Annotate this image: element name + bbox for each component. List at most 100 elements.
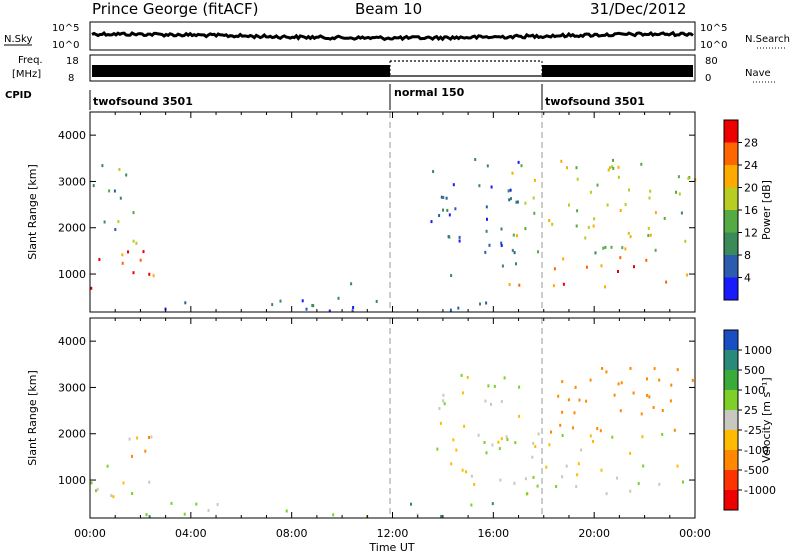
vel-data-cell-5	[648, 395, 651, 399]
power-data-cell-5	[518, 283, 521, 287]
power-data-cell-4	[458, 239, 461, 243]
power-data-cell-0	[121, 261, 124, 265]
power-cbar-ticks-label-2: 12	[744, 227, 758, 240]
power-data-cell-6	[607, 168, 610, 172]
nsky-strip-frame	[89, 21, 696, 51]
vel-data-cell-2	[332, 513, 335, 517]
power-data-cell-4	[507, 189, 510, 193]
vel-data-cell-5	[676, 368, 679, 372]
nave-top-label: 80	[705, 56, 718, 67]
power-data-cell-6	[640, 162, 643, 166]
power-data-cell-6	[594, 251, 597, 255]
vel-data-cell-4	[536, 484, 539, 488]
vel-data-cell-3	[473, 483, 476, 486]
power-data-cell-6	[575, 166, 578, 170]
freq-band-1	[92, 65, 390, 77]
power-data-cell-4	[515, 200, 518, 204]
vel-data-cell-3	[483, 441, 486, 444]
freq-top-label: 18	[66, 56, 79, 67]
power-data-cell-6	[596, 183, 599, 187]
vel-data-cell-4	[555, 485, 558, 488]
vel-data-cell-4	[676, 464, 679, 468]
power-data-cell-5	[686, 273, 689, 277]
vel-data-cell-5	[596, 427, 599, 430]
velocity-colorbar-ticks: 1000 500 100 25 -25 -100 -500 -1000	[738, 344, 776, 497]
vel-data-cell-2	[183, 512, 186, 516]
power-data-cell-2	[449, 308, 452, 312]
power-data-cell-6	[627, 231, 630, 235]
velocity-colorbar-label: Velocity [m s⁻¹]	[760, 377, 773, 462]
power-data-cell-4	[438, 214, 441, 217]
x-axis-tick-labels: 00:00 04:00 08:00 12:00 16:00 20:00 00:00	[74, 527, 711, 540]
power-cbar-band-3	[724, 210, 738, 233]
vel-data-cell-2	[491, 502, 494, 506]
vel-data-cell-3	[514, 441, 517, 445]
vel-cbar-band-6	[724, 450, 738, 470]
power-data-cell-4	[430, 220, 433, 224]
power-data-cell-6	[537, 250, 539, 254]
vel-data-cell-4	[629, 451, 632, 455]
power-data-cell-6	[560, 159, 563, 163]
power-data-cell-1	[119, 196, 122, 200]
power-colorbar-ticks: 4 8 12 16 20 24 28	[738, 137, 758, 285]
vel-data-cell-5	[589, 378, 592, 382]
vel-data-cell-4	[637, 482, 640, 485]
vel-data-cell-4	[661, 432, 664, 436]
vel-data-cell-3	[465, 470, 468, 474]
vel-data-cell-5	[599, 429, 602, 433]
power-data-cell-4	[440, 195, 443, 199]
power-data-cell-4	[508, 198, 511, 202]
power-data-cell-4	[448, 235, 451, 239]
vel-data-cell-0	[96, 487, 99, 491]
power-data-cell-4	[500, 241, 503, 245]
power-data-cell-6	[684, 239, 687, 243]
nsearch-top-label: 10^5	[700, 23, 727, 34]
power-data-cell-6	[533, 178, 536, 182]
nsky-trace	[91, 30, 694, 42]
power-data-cell-6	[551, 222, 554, 226]
vel-data-cell-0	[131, 492, 134, 495]
vel-cbar-label-7: -1000	[744, 484, 776, 497]
date-title: 31/Dec/2012	[590, 0, 686, 18]
power-data-cell-0	[98, 258, 101, 261]
vel-cbar-label-4: -25	[744, 424, 762, 437]
power-data-cell-2	[279, 299, 282, 303]
power-data-cell-4	[485, 229, 488, 233]
power-data-cell-6	[621, 246, 624, 250]
vel-data-cell-2	[410, 502, 412, 506]
vel-data-cell-5	[617, 382, 620, 386]
vel-data-cell-0	[106, 464, 109, 468]
power-data-cell-2	[485, 301, 488, 305]
power-data-cell-1	[114, 228, 117, 231]
power-yticks-label-2: 3000	[58, 175, 86, 188]
power-data-cell-4	[513, 251, 516, 255]
vel-data-cell-2	[216, 503, 219, 507]
power-data-cell-6	[649, 233, 652, 237]
vel-data-cell-4	[548, 443, 551, 447]
vel-cbar-band-1	[724, 350, 738, 370]
power-data-cell-6	[612, 166, 615, 170]
power-data-cell-4	[511, 248, 514, 252]
vel-data-cell-3	[498, 447, 501, 451]
vel-data-cell-3	[518, 414, 521, 418]
power-data-cell-6	[617, 165, 620, 169]
vel-data-cell-3	[439, 421, 442, 425]
vel-data-cell-2	[195, 502, 198, 506]
vel-data-cell-4	[532, 441, 535, 445]
power-data-cell-5	[553, 267, 556, 271]
vel-data-cell-4	[658, 482, 661, 486]
power-data-cell-6	[524, 201, 527, 205]
vel-data-cell-2	[285, 509, 288, 513]
vel-data-cell-5	[652, 406, 655, 409]
vel-data-cell-4	[534, 445, 537, 448]
vel-data-cell-4	[580, 448, 583, 452]
power-colorbar	[724, 120, 738, 300]
vel-data-cell-5	[550, 430, 552, 434]
vel-data-cell-5	[646, 377, 648, 381]
vel-data-cell-4	[561, 475, 564, 479]
beam-title: Beam 10	[355, 0, 422, 18]
power-data-cell-2	[337, 296, 340, 300]
vel-data-cell-3	[466, 376, 469, 379]
x-axis-label: Time UT	[368, 541, 414, 554]
vel-data-cell-4	[641, 435, 644, 439]
